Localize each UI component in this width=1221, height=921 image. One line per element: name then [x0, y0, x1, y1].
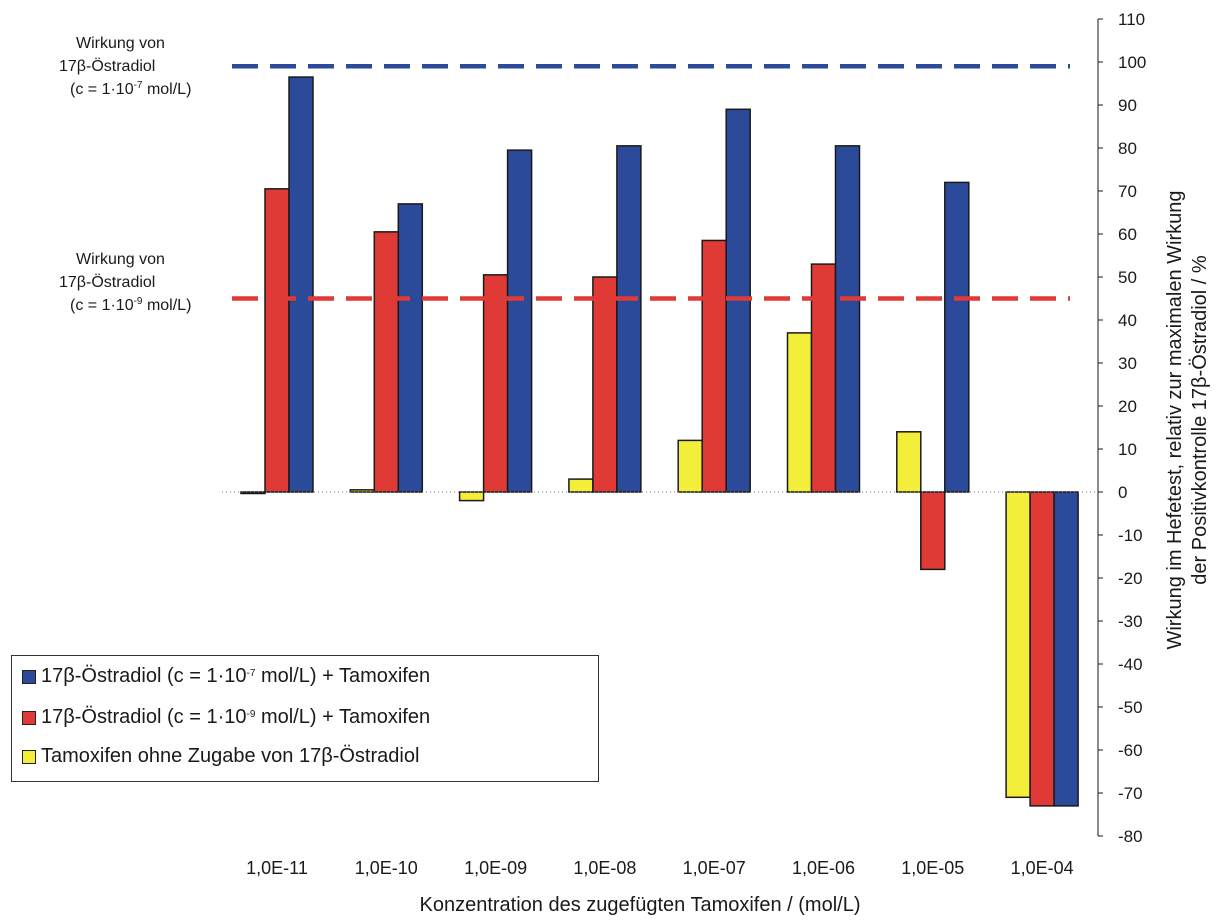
reference-lines-group	[232, 64, 1070, 301]
bar-s2-c7	[1053, 491, 1079, 807]
x-tick-label-1: 1,0E-10	[355, 858, 418, 878]
bar-s1-c2	[482, 274, 509, 493]
legend-label-1: 17β-Östradiol (c = 1·10-9 mol/L) + Tamox…	[41, 706, 431, 728]
bar-s0-c6	[896, 431, 922, 493]
y-tick-label-4: 70	[1118, 182, 1137, 201]
y-axis: 1101009080706050403020100-10-20-30-40-50…	[1097, 10, 1146, 846]
bar-s1-c0	[264, 188, 290, 493]
y-tick-label-1: 100	[1118, 53, 1146, 72]
reference-annotation-0: Wirkung von 17β-Östradiol (c = 1·10-7 mol/…	[59, 32, 191, 101]
y-tick-label-2: 90	[1118, 96, 1137, 115]
reference-annotation-0-line-0: Wirkung von	[76, 35, 165, 52]
reference-annotation-0-line-1: 17β-Östradiol	[59, 58, 156, 75]
y-tick-label-11: 0	[1118, 483, 1127, 502]
bar-s0-c7	[1005, 491, 1031, 799]
x-tick-label-7: 1,0E-04	[1011, 858, 1074, 878]
bar-s1-c5	[810, 263, 837, 493]
y-tick-label-14: -30	[1118, 612, 1143, 631]
y-tick-label-18: -70	[1118, 784, 1143, 803]
bars-group	[222, 76, 1098, 807]
bar-s2-c0	[288, 76, 314, 493]
reference-annotation-1-line-1: 17β-Östradiol	[59, 274, 156, 291]
bar-s2-c2	[506, 149, 533, 493]
y-tick-label-10: 10	[1118, 440, 1137, 459]
y-tick-label-17: -60	[1118, 741, 1143, 760]
bar-s0-c2	[458, 491, 485, 502]
legend-swatch-2	[22, 749, 36, 764]
legend-item-2: Tamoxifen ohne Zugabe von 17β-Östradiol	[22, 745, 419, 768]
y-axis-label-line-2: der Positivkontrolle 17β-Östradiol / %	[1189, 255, 1211, 585]
x-tick-label-2: 1,0E-09	[464, 858, 527, 878]
legend-swatch-0	[22, 669, 36, 684]
legend-label-2: Tamoxifen ohne Zugabe von 17β-Östradiol	[41, 745, 420, 767]
legend-item-1: 17β-Östradiol (c = 1·10-9 mol/L) + Tamox…	[22, 706, 430, 729]
y-tick-label-7: 40	[1118, 311, 1137, 330]
bar-s0-c4	[677, 439, 703, 493]
legend: 17β-Östradiol (c = 1·10-7 mol/L) + Tamox…	[11, 655, 599, 782]
y-axis-label-line-1: Wirkung im Hefetest, relativ zur maximal…	[1164, 190, 1186, 650]
legend-label-0: 17β-Östradiol (c = 1·10-7 mol/L) + Tamox…	[41, 665, 431, 687]
y-tick-label-19: -80	[1118, 827, 1143, 846]
bar-s2-c6	[944, 181, 970, 493]
y-axis-label: Wirkung im Hefetest, relativ zur maximal…	[1163, 60, 1213, 780]
bar-s1-c3	[592, 276, 618, 493]
bar-s1-c4	[701, 239, 727, 493]
bar-s2-c3	[616, 145, 642, 493]
bar-s0-c5	[786, 332, 813, 493]
y-tick-label-12: -10	[1118, 526, 1143, 545]
reference-annotation-1-line-2: (c = 1·10-9 mol/L)	[70, 296, 192, 315]
x-tick-label-0: 1,0E-11	[246, 858, 308, 878]
x-tick-label-5: 1,0E-06	[792, 858, 855, 878]
y-tick-label-13: -20	[1118, 569, 1143, 588]
legend-swatch-1	[22, 710, 36, 725]
reference-annotation-1-line-0: Wirkung von	[76, 251, 165, 268]
bar-s1-c1	[373, 231, 400, 493]
x-axis-ticks: 1,0E-11 1,0E-10 1,0E-09 1,0E-08 1,0E-07 1,0E-…	[246, 858, 1073, 878]
x-axis-label: Konzentration des zugefügten Tamoxifen /…	[419, 894, 861, 916]
y-tick-label-5: 60	[1118, 225, 1137, 244]
y-tick-label-15: -40	[1118, 655, 1143, 674]
y-tick-label-6: 50	[1118, 268, 1137, 287]
bar-s0-c3	[568, 478, 594, 493]
x-tick-label-3: 1,0E-08	[573, 858, 636, 878]
y-tick-label-16: -50	[1118, 698, 1143, 717]
bar-s2-c5	[834, 145, 861, 493]
y-tick-label-0: 110	[1118, 10, 1145, 29]
bar-s1-c6	[920, 491, 946, 571]
y-tick-label-3: 80	[1118, 139, 1137, 158]
bar-s0-c0	[240, 491, 266, 495]
bar-s2-c1	[397, 203, 424, 493]
y-tick-label-9: 20	[1118, 397, 1137, 416]
reference-annotation-1: Wirkung von 17β-Östradiol (c = 1·10-9 mol/…	[59, 248, 191, 317]
legend-item-0: 17β-Östradiol (c = 1·10-7 mol/L) + Tamox…	[22, 665, 430, 688]
x-tick-label-4: 1,0E-07	[683, 858, 746, 878]
reference-annotation-0-line-2: (c = 1·10-7 mol/L)	[70, 80, 192, 99]
x-tick-label-6: 1,0E-05	[901, 858, 964, 878]
y-tick-label-8: 30	[1118, 354, 1137, 373]
bar-s1-c7	[1029, 491, 1055, 807]
